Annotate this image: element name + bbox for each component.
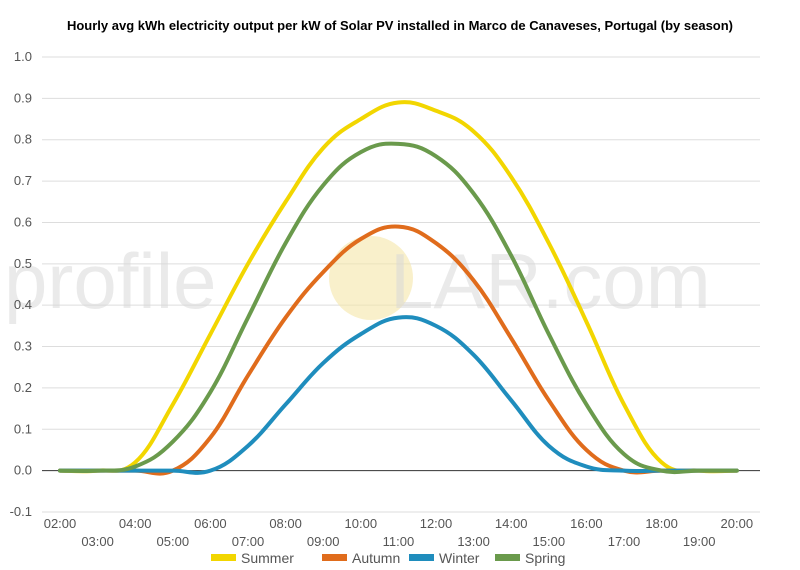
x-tick-label: 05:00 — [157, 534, 190, 549]
legend-swatch-winter — [409, 554, 434, 561]
y-tick-label: 0.8 — [14, 132, 32, 147]
x-tick-label: 13:00 — [457, 534, 490, 549]
watermark-sun-icon — [329, 236, 413, 320]
y-tick-label: 0.0 — [14, 463, 32, 478]
legend-swatch-autumn — [322, 554, 347, 561]
series-line-summer — [58, 100, 739, 474]
legend-label-spring: Spring — [525, 550, 565, 566]
y-tick-label: 0.2 — [14, 380, 32, 395]
x-tick-label: 04:00 — [119, 516, 152, 531]
x-tick-label: 08:00 — [269, 516, 302, 531]
x-tick-label: 10:00 — [345, 516, 378, 531]
series-line-winter — [58, 315, 739, 475]
x-tick-label: 09:00 — [307, 534, 340, 549]
watermark-text-left: profile — [4, 237, 216, 325]
legend-swatch-spring — [495, 554, 520, 561]
y-tick-label: 1.0 — [14, 49, 32, 64]
legend: Summer Autumn Winter Spring — [211, 550, 565, 566]
y-tick-label: -0.1 — [10, 504, 32, 519]
x-tick-label: 20:00 — [721, 516, 754, 531]
watermark-text-right: LAR.com — [390, 237, 711, 325]
y-tick-label: 0.6 — [14, 214, 32, 229]
series-layer — [58, 100, 739, 476]
x-tick-label: 15:00 — [533, 534, 566, 549]
x-tick-label: 02:00 — [44, 516, 77, 531]
x-tick-label: 16:00 — [570, 516, 603, 531]
series-line-spring — [58, 141, 739, 475]
legend-label-winter: Winter — [439, 550, 480, 566]
legend-swatch-summer — [211, 554, 236, 561]
legend-label-autumn: Autumn — [352, 550, 400, 566]
x-tick-label: 06:00 — [194, 516, 227, 531]
y-tick-label: 0.5 — [14, 256, 32, 271]
y-tick-label: 0.9 — [14, 90, 32, 105]
x-tick-label: 03:00 — [81, 534, 114, 549]
x-tick-label: 12:00 — [420, 516, 453, 531]
x-tick-label: 11:00 — [383, 534, 415, 549]
y-tick-label: 0.4 — [14, 297, 32, 312]
y-tick-label: 0.1 — [14, 421, 32, 436]
x-tick-label: 17:00 — [608, 534, 641, 549]
chart-title: Hourly avg kWh electricity output per kW… — [66, 18, 734, 33]
y-tick-label: 0.7 — [14, 173, 32, 188]
x-axis-ticks: 02:00 03:00 04:00 05:00 06:00 07:00 08:00 09:00… — [44, 516, 753, 549]
x-tick-label: 19:00 — [683, 534, 716, 549]
y-axis-ticks: -0.1 0.0 0.1 0.2 0.3 0.4 0.5 0.6 0.7 0.8 0.9 1.0 — [10, 49, 32, 519]
x-tick-label: 18:00 — [645, 516, 678, 531]
x-tick-label: 07:00 — [232, 534, 265, 549]
x-tick-label: 14:00 — [495, 516, 528, 531]
watermark: profile LAR.com — [4, 236, 711, 325]
y-tick-label: 0.3 — [14, 339, 32, 354]
grid-layer — [42, 56, 760, 513]
legend-label-summer: Summer — [241, 550, 294, 566]
